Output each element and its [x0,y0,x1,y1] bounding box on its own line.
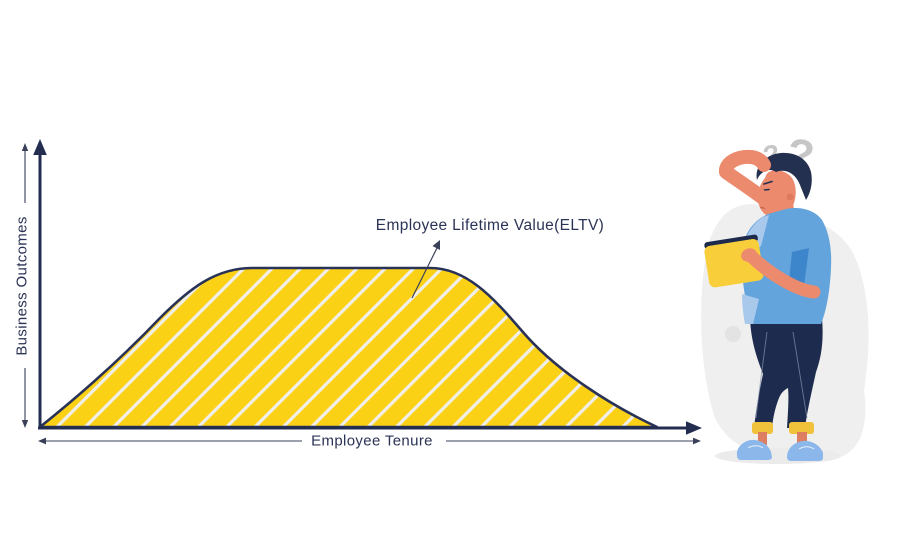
x-axis-arrowhead-icon [686,421,702,435]
y-axis-range-arrow-icon [21,143,29,428]
annotation-arrow-icon [411,240,440,299]
eltv-annotation-label: Employee Lifetime Value(ELTV) [375,217,605,234]
right-shoe-lace [798,446,815,450]
confused-man-illustration: ? ? [701,129,869,464]
hand [741,248,757,262]
y-axis [33,139,47,428]
right-shoe [787,440,823,461]
pants [750,318,823,428]
raised-arm [719,149,793,223]
right-cuff [789,422,814,434]
left-shoe [736,439,772,460]
x-axis-label: Employee Tenure [311,432,433,450]
eltv-area-chart [21,139,702,445]
y-axis-label: Business Outcomes [13,216,31,356]
x-axis-range-arrow-icon [38,437,701,445]
shirt-highlight-hip [742,294,759,324]
x-axis [38,421,702,435]
eyebrow [763,180,773,185]
eltv-area [38,266,659,429]
pants-seam-left [755,331,768,419]
holding-arm [745,250,821,299]
right-ankle [797,432,807,447]
left-shoe-lace [747,445,764,449]
eye [763,188,770,191]
ear [786,193,794,201]
left-cuff [752,422,773,434]
left-ankle [758,432,767,445]
pants-seam-right [792,331,808,419]
background-dot [725,326,741,342]
y-axis-arrowhead-icon [33,139,47,155]
